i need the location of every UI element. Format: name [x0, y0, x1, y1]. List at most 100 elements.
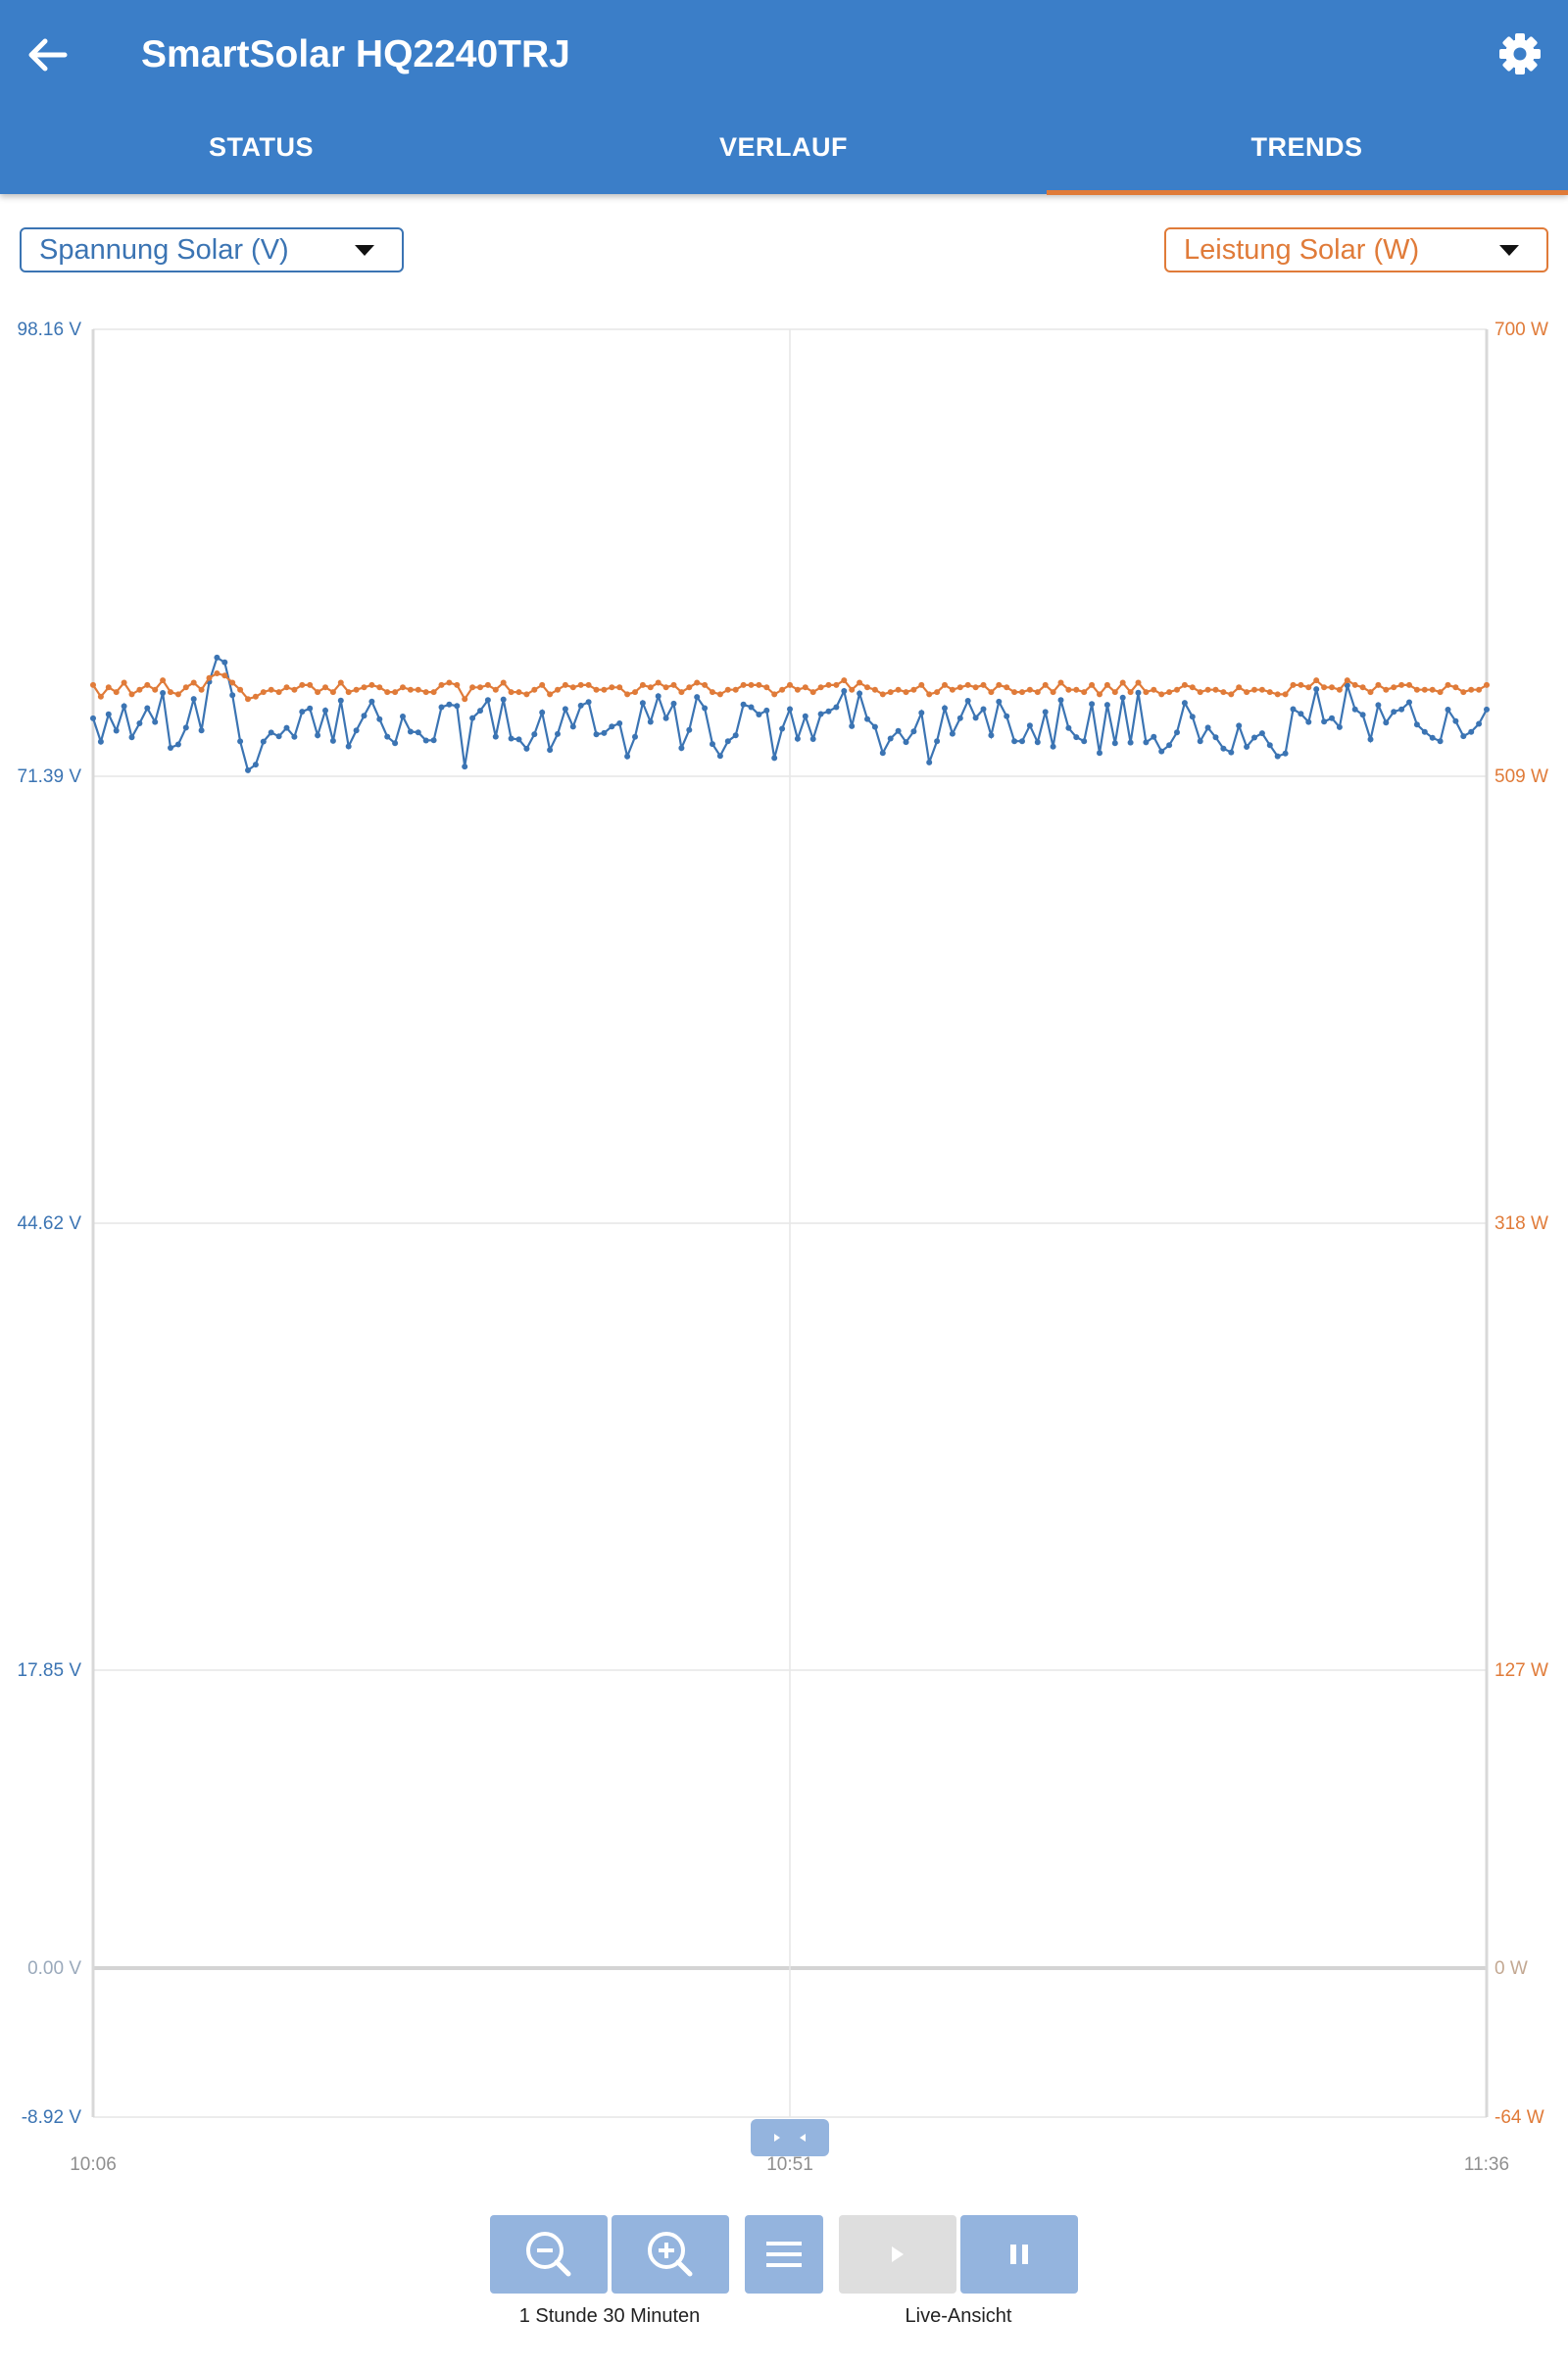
data-point [694, 694, 701, 701]
data-point [1452, 717, 1459, 724]
data-point [1089, 701, 1096, 708]
zoom-range-label: 1 Stunde 30 Minuten [518, 2305, 701, 2327]
data-point [1034, 689, 1041, 696]
data-point [1158, 748, 1165, 755]
data-point [469, 715, 476, 721]
data-point [268, 686, 274, 693]
right-series-dropdown[interactable]: Leistung Solar (W) [1164, 227, 1548, 272]
data-point [1344, 682, 1350, 689]
data-point [678, 689, 685, 696]
data-point [168, 689, 173, 696]
data-point [817, 684, 824, 691]
data-point [322, 707, 328, 714]
data-point [678, 745, 685, 752]
data-point [415, 686, 421, 693]
data-point [857, 690, 863, 697]
data-point [515, 689, 522, 696]
data-point [879, 691, 886, 698]
play-button[interactable] [839, 2215, 956, 2294]
data-point [1081, 689, 1088, 696]
data-point [1189, 684, 1196, 691]
data-point [221, 659, 228, 666]
data-point [407, 686, 414, 693]
data-point [1143, 739, 1150, 746]
right-tick-label: 127 W [1494, 1660, 1548, 1681]
tab-status[interactable]: STATUS [209, 132, 314, 162]
data-point [384, 733, 391, 740]
data-point [662, 684, 669, 691]
data-point [1460, 733, 1467, 740]
data-point [1375, 702, 1382, 709]
data-point [1228, 749, 1235, 756]
page-title: SmartSolar HQ2240TRJ [141, 33, 570, 75]
data-point [1329, 715, 1335, 721]
data-point [724, 686, 731, 693]
pause-button[interactable] [960, 2215, 1078, 2294]
data-point [1166, 689, 1173, 696]
data-point [484, 681, 491, 688]
data-point [1065, 724, 1072, 731]
data-point [593, 686, 600, 693]
data-point [686, 726, 693, 733]
data-point [1151, 686, 1157, 693]
data-point [864, 716, 870, 722]
data-point [152, 686, 159, 693]
data-point [857, 679, 863, 686]
tab-trends[interactable]: TRENDS [1250, 132, 1363, 162]
data-point [569, 723, 576, 730]
zoom-out-button[interactable] [490, 2215, 608, 2294]
data-point [779, 725, 786, 732]
data-point [446, 701, 453, 708]
data-point [895, 686, 902, 693]
data-point [996, 681, 1003, 688]
data-point [1359, 684, 1366, 691]
pan-handle[interactable] [751, 2119, 829, 2156]
data-point [229, 679, 236, 686]
data-point [702, 705, 709, 712]
data-point [1313, 677, 1320, 684]
data-point [1413, 686, 1420, 693]
data-point [988, 689, 995, 696]
data-point [918, 681, 925, 688]
data-point [585, 699, 592, 706]
data-point [1026, 686, 1033, 693]
left-series-dropdown[interactable]: Spannung Solar (V) [20, 227, 404, 272]
data-point [809, 736, 816, 742]
data-point [1359, 712, 1366, 718]
data-point [531, 686, 538, 693]
data-point [90, 715, 96, 721]
data-point [1305, 718, 1312, 725]
data-point [956, 715, 963, 721]
right-tick-label: 700 W [1494, 320, 1548, 340]
data-point [1111, 740, 1118, 747]
data-point [670, 700, 677, 707]
data-point [662, 715, 669, 721]
back-button[interactable] [22, 27, 76, 82]
data-point [1282, 691, 1289, 698]
data-point [484, 697, 491, 704]
menu-button[interactable] [745, 2215, 823, 2294]
data-point [547, 747, 554, 754]
data-point [794, 735, 801, 742]
data-point [670, 681, 677, 688]
data-point [1073, 686, 1080, 693]
data-point [376, 684, 383, 691]
tab-verlauf[interactable]: VERLAUF [719, 132, 848, 162]
data-point [1367, 736, 1374, 743]
settings-button[interactable] [1495, 29, 1544, 78]
zoom-in-button[interactable] [612, 2215, 729, 2294]
data-point [462, 696, 468, 703]
data-point [121, 703, 127, 710]
data-point [539, 681, 546, 688]
data-point [763, 707, 770, 714]
data-point [1189, 714, 1196, 720]
data-point [329, 737, 336, 744]
data-point [1429, 686, 1436, 693]
data-point [1197, 738, 1203, 745]
data-point [1383, 686, 1390, 693]
data-point [307, 705, 314, 712]
data-point [609, 684, 615, 691]
data-point [422, 737, 429, 744]
hamburger-menu-icon [766, 2242, 802, 2267]
data-point [1391, 684, 1397, 691]
